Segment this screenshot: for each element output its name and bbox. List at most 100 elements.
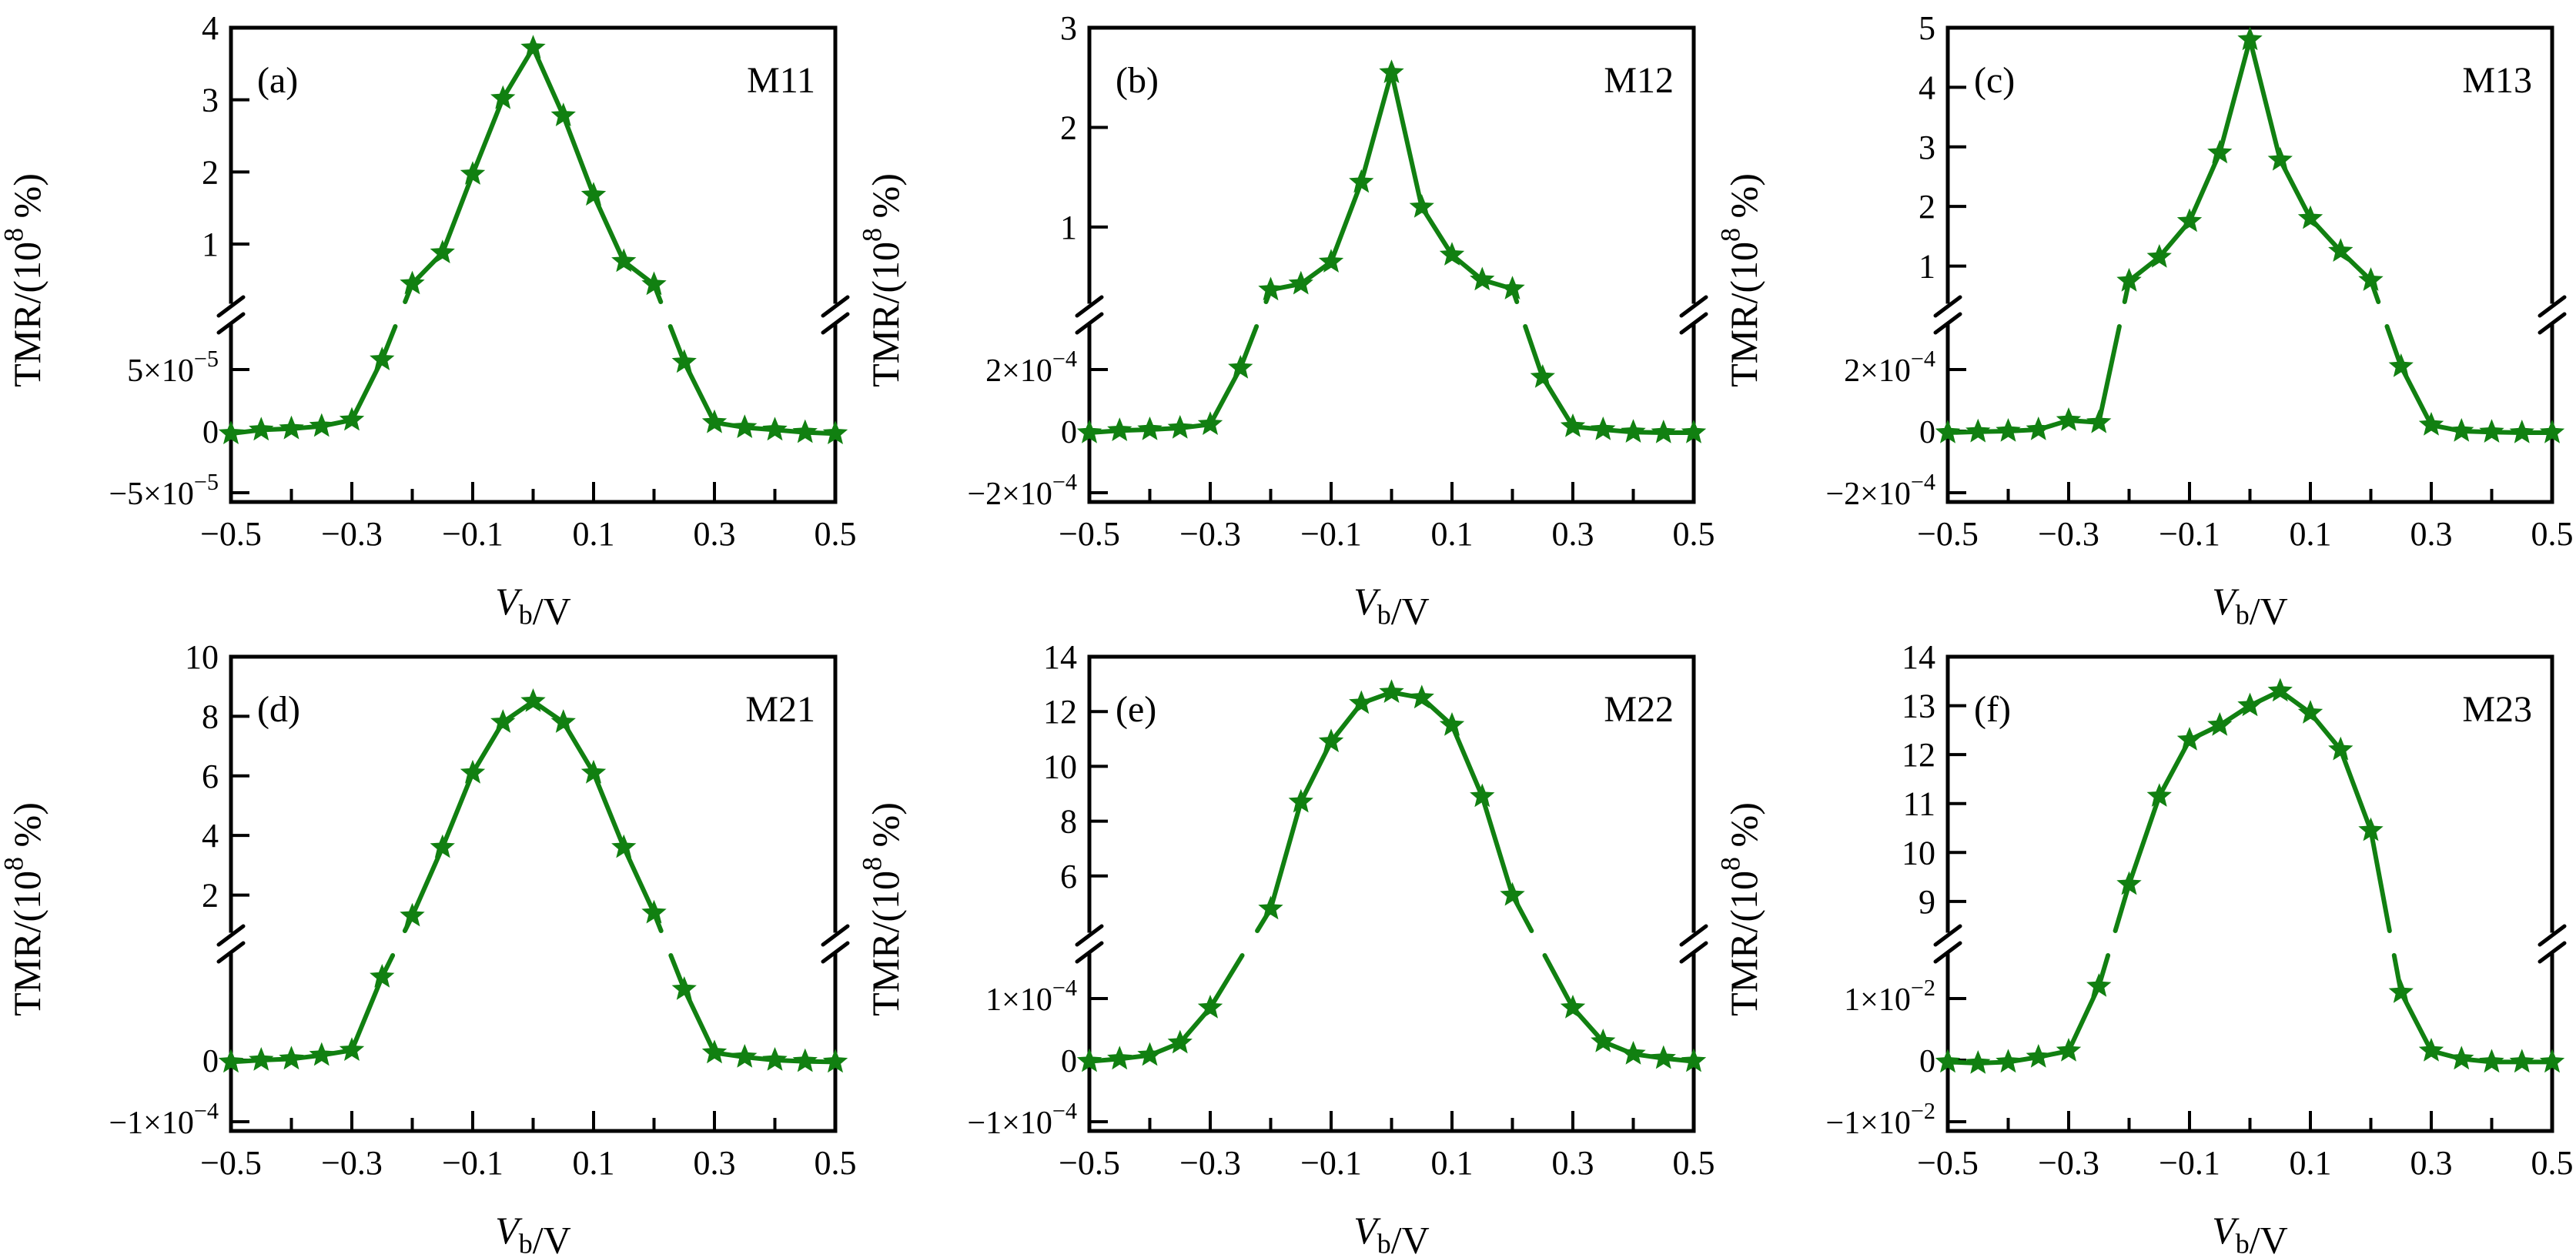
y-axis-break-left-icon	[1933, 924, 1962, 964]
data-point-marker	[2056, 407, 2082, 431]
x-tick-label: −0.1	[442, 515, 503, 553]
y-axis-break-right-icon	[2538, 924, 2567, 964]
panel-tag: (a)	[257, 60, 298, 101]
chart-M13: −0.5 −0.3 −0.1 0.1 0.3 0.5 1 2 3 4 5 2×10−4 0 −2×10−4…	[1715, 9, 2574, 633]
data-point-marker	[370, 346, 395, 370]
data-point-marker	[2086, 409, 2112, 433]
chart-M21: −0.5 −0.3 −0.1 0.1 0.3 0.5 2 4 6 8 10 0 −1×10−4 (d) M2…	[0, 638, 857, 1258]
data-point-marker	[1470, 266, 1495, 291]
data-point-marker	[2388, 979, 2414, 1003]
data-point-marker	[2146, 783, 2172, 807]
x-tick-label: −0.3	[1179, 1144, 1241, 1182]
data-point-marker	[1681, 420, 1707, 443]
x-tick-label: 0.1	[2290, 1144, 2332, 1182]
x-axis-ticks	[2006, 482, 2494, 502]
y-tick-label: 5	[1919, 9, 1935, 47]
data-point-marker	[218, 420, 244, 444]
data-point-marker	[339, 407, 365, 431]
y-tick-label: 2	[1919, 188, 1935, 226]
data-point-marker	[1560, 413, 1586, 437]
x-tick-label: −0.3	[2038, 1144, 2099, 1182]
y-tick-label: 6	[1060, 858, 1077, 895]
x-tick-label: 0.5	[1673, 1144, 1715, 1182]
data-point-marker	[2237, 692, 2263, 717]
y-tick-label: 4	[202, 817, 219, 855]
data-point-marker	[2539, 420, 2565, 443]
y-tick-label: −1×10−2	[1825, 1098, 1935, 1141]
x-tick-label: 0.1	[1431, 515, 1474, 553]
data-point-marker	[550, 102, 576, 126]
y-axis-break-right-icon	[821, 924, 850, 964]
x-tick-label: 0.5	[815, 1144, 857, 1182]
y-tick-label: 0	[202, 415, 219, 450]
data-point-marker	[1621, 1041, 1646, 1065]
xlabel-subscript: b	[2236, 600, 2250, 631]
x-tick-label: 0.1	[2290, 515, 2332, 553]
y-tick-label: −2×10−4	[967, 469, 1077, 512]
data-point-marker	[2297, 700, 2323, 724]
panel-name: M11	[747, 60, 815, 101]
y-tick-label: 2×10−4	[1844, 346, 1935, 389]
data-point-marker	[279, 1046, 304, 1070]
data-points	[1935, 678, 2565, 1074]
x-tick-label: −0.1	[1300, 1144, 1362, 1182]
data-point-marker	[1288, 270, 1313, 295]
x-tick-label: 0.3	[1552, 515, 1594, 553]
data-point-marker	[1591, 417, 1616, 440]
data-point-marker	[1651, 1045, 1676, 1069]
data-point-marker	[1258, 895, 1283, 920]
y-axis-break-right-icon	[2538, 295, 2567, 335]
y-tick-label: 6	[202, 758, 219, 795]
y-tick-label: 9	[1919, 883, 1935, 921]
data-point-marker	[1470, 783, 1495, 808]
y-tick-label: 1	[1919, 248, 1935, 286]
data-point-marker	[1137, 1042, 1163, 1066]
y-axis-break-right-icon	[1679, 295, 1708, 335]
data-point-marker	[309, 413, 334, 437]
xlabel-subscript: b	[1377, 600, 1391, 631]
data-curve	[1945, 37, 2554, 435]
x-axis-ticks	[1148, 1111, 1635, 1131]
data-point-marker	[550, 709, 576, 733]
panel-c: −0.5 −0.3 −0.1 0.1 0.3 0.5 1 2 3 4 5 2×10−4 0 −2×10−4…	[1715, 0, 2575, 633]
plot-border	[1945, 654, 2554, 1133]
data-point-marker	[1379, 679, 1404, 703]
x-tick-label: 0.1	[573, 515, 615, 553]
y-axis-ticks	[1089, 655, 1108, 1123]
chart-M23: −0.5 −0.3 −0.1 0.1 0.3 0.5 9 10 11 12 13 14 1×10−2 0 −…	[1715, 638, 2574, 1258]
panel-name: M12	[1604, 60, 1674, 101]
data-point-marker	[822, 420, 848, 444]
data-point-marker	[2328, 736, 2354, 761]
data-point-marker	[1076, 1048, 1102, 1072]
data-points	[1076, 679, 1707, 1072]
data-point-marker	[1107, 417, 1132, 441]
data-points	[1076, 59, 1707, 443]
plot-border	[1087, 654, 1696, 1133]
data-point-marker	[309, 1042, 334, 1066]
data-point-marker	[1318, 249, 1344, 273]
x-tick-label: −0.3	[321, 1144, 383, 1182]
chart-M11: −0.5 −0.3 −0.1 0.1 0.3 0.5 1 2 3 4 5×10−5 0 −5×10−5 (…	[0, 9, 857, 633]
x-axis-label: Vb/V	[2212, 1209, 2288, 1258]
panel-tag: (d)	[257, 689, 300, 730]
data-point-marker	[2509, 1049, 2534, 1073]
data-point-marker	[249, 1047, 274, 1071]
data-point-marker	[822, 1049, 848, 1073]
y-axis-break-left-icon	[1075, 924, 1104, 964]
data-point-marker	[2026, 1044, 2051, 1068]
data-point-marker	[2086, 973, 2112, 997]
x-axis-tick-labels: −0.5 −0.3 −0.1 0.1 0.3 0.5	[1917, 1144, 2573, 1182]
data-point-marker	[732, 1044, 758, 1068]
data-point-marker	[1137, 417, 1163, 440]
x-tick-label: −0.5	[200, 515, 262, 553]
y-axis-label: TMR/(108 %)	[857, 802, 908, 1016]
data-point-marker	[2479, 1049, 2504, 1073]
y-tick-label: 4	[202, 9, 219, 47]
x-tick-label: 0.3	[2410, 515, 2453, 553]
y-axis-label: TMR/(108 %)	[857, 173, 908, 387]
data-curve	[1087, 70, 1696, 435]
panel-tag: (f)	[1974, 689, 2011, 730]
data-point-marker	[1500, 882, 1525, 906]
y-tick-label: 10	[1902, 834, 1935, 872]
data-point-marker	[2267, 678, 2293, 702]
